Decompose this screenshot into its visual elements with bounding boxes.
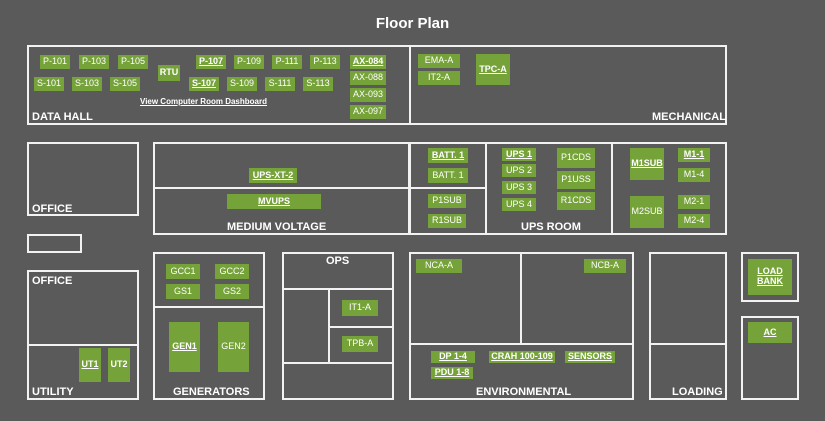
equip-s103[interactable]: S-103 <box>72 77 102 91</box>
label-office-1: OFFICE <box>32 203 73 215</box>
wall-medium-voltage-divider <box>153 187 410 189</box>
label-utility: UTILITY <box>32 386 74 398</box>
equip-dp1-4[interactable]: DP 1-4 <box>431 351 475 363</box>
wall-ops-h2 <box>329 326 393 328</box>
wall-env-v <box>520 253 522 344</box>
label-ups-room: UPS ROOM <box>521 221 581 233</box>
room-utility[interactable] <box>27 344 139 400</box>
wall-ups-c <box>611 143 613 234</box>
equip-sensors[interactable]: SENSORS <box>565 351 615 363</box>
equip-nca-a[interactable]: NCA-A <box>416 259 462 273</box>
room-load-bank[interactable] <box>741 252 799 302</box>
equip-s105[interactable]: S-105 <box>110 77 140 91</box>
equip-p1cds[interactable]: P1CDS <box>557 148 595 168</box>
room-office-1[interactable] <box>27 142 139 216</box>
equip-ax088[interactable]: AX-088 <box>350 71 386 85</box>
equip-ups4[interactable]: UPS 4 <box>502 198 536 211</box>
label-data-hall: DATA HALL <box>32 111 93 123</box>
wall-ops-h1 <box>283 288 393 290</box>
equip-mvups[interactable]: MVUPS <box>227 194 321 209</box>
equip-m1sub[interactable]: M1SUB <box>630 148 664 180</box>
equip-gcc2[interactable]: GCC2 <box>215 264 249 279</box>
equip-gs1[interactable]: GS1 <box>166 284 200 299</box>
equip-gen2[interactable]: GEN2 <box>218 322 249 372</box>
equip-m2sub[interactable]: M2SUB <box>630 196 664 228</box>
equip-gs2[interactable]: GS2 <box>215 284 249 299</box>
page-title: Floor Plan <box>375 15 450 32</box>
equip-m2-4[interactable]: M2-4 <box>678 214 710 228</box>
equip-s101[interactable]: S-101 <box>34 77 64 91</box>
wall-env-h <box>410 343 633 345</box>
equip-pdu1-8[interactable]: PDU 1-8 <box>431 367 473 379</box>
wall-generators-divider <box>154 306 264 308</box>
equip-ema-a[interactable]: EMA-A <box>418 54 460 68</box>
equip-p105[interactable]: P-105 <box>118 55 148 69</box>
wall-loading-divider <box>650 343 726 345</box>
equip-ups2[interactable]: UPS 2 <box>502 164 536 177</box>
equip-gen1[interactable]: GEN1 <box>169 322 200 372</box>
equip-it1-a[interactable]: IT1-A <box>342 300 378 316</box>
room-mechanical[interactable] <box>409 45 727 125</box>
label-medium-voltage: MEDIUM VOLTAGE <box>227 221 327 233</box>
wall-ups-a <box>410 187 487 189</box>
equip-it2-a[interactable]: IT2-A <box>418 71 460 85</box>
equip-r1cds[interactable]: R1CDS <box>557 192 595 210</box>
equip-m1-1[interactable]: M1-1 <box>678 148 710 162</box>
equip-p1uss[interactable]: P1USS <box>557 171 595 189</box>
equip-s109[interactable]: S-109 <box>227 77 257 91</box>
equip-ax093[interactable]: AX-093 <box>350 88 386 102</box>
equip-p111[interactable]: P-111 <box>272 55 302 69</box>
label-office-2: OFFICE <box>32 275 73 287</box>
label-ops: OPS <box>326 255 350 267</box>
equip-ncb-a[interactable]: NCB-A <box>584 259 626 273</box>
room-office-corridor <box>27 234 82 253</box>
equip-batt1-b[interactable]: BATT. 1 <box>428 168 468 183</box>
label-generators: GENERATORS <box>173 386 250 398</box>
equip-s113[interactable]: S-113 <box>303 77 333 91</box>
wall-ups-b <box>485 143 487 234</box>
label-loading: LOADING <box>672 386 723 398</box>
view-dashboard-link[interactable]: View Computer Room Dashboard <box>140 97 267 106</box>
equip-ups1[interactable]: UPS 1 <box>502 148 536 161</box>
equip-ac[interactable]: AC <box>748 322 792 343</box>
label-mechanical: MECHANICAL <box>652 111 726 123</box>
equip-m1-4[interactable]: M1-4 <box>678 168 710 182</box>
room-ops[interactable] <box>282 252 394 400</box>
equip-crah-100-109[interactable]: CRAH 100-109 <box>489 351 555 363</box>
room-ac[interactable] <box>741 316 799 400</box>
equip-s107[interactable]: S-107 <box>189 77 219 91</box>
wall-ops-h3 <box>283 362 393 364</box>
equip-ut2[interactable]: UT2 <box>108 348 130 382</box>
equip-m2-1[interactable]: M2-1 <box>678 195 710 209</box>
equip-s111[interactable]: S-111 <box>265 77 295 91</box>
equip-p113[interactable]: P-113 <box>310 55 340 69</box>
equip-p109[interactable]: P-109 <box>234 55 264 69</box>
equip-rtu[interactable]: RTU <box>158 65 180 81</box>
equip-p101[interactable]: P-101 <box>40 55 70 69</box>
equip-p103[interactable]: P-103 <box>79 55 109 69</box>
equip-ut1[interactable]: UT1 <box>79 348 101 382</box>
equip-ax084[interactable]: AX-084 <box>350 55 386 69</box>
equip-p107[interactable]: P-107 <box>196 55 226 69</box>
equip-batt1-a[interactable]: BATT. 1 <box>428 148 468 163</box>
equip-load-bank[interactable]: LOAD BANK <box>748 259 792 295</box>
equip-gcc1[interactable]: GCC1 <box>166 264 200 279</box>
equip-tpb-a[interactable]: TPB-A <box>342 336 378 352</box>
room-loading[interactable] <box>649 252 727 400</box>
equip-tpc-a[interactable]: TPC-A <box>476 54 510 85</box>
equip-r1sub[interactable]: R1SUB <box>428 214 466 228</box>
equip-ups3[interactable]: UPS 3 <box>502 181 536 194</box>
equip-p1sub[interactable]: P1SUB <box>428 194 466 208</box>
equip-ups-xt-2[interactable]: UPS-XT-2 <box>249 168 297 183</box>
equip-ax097[interactable]: AX-097 <box>350 105 386 119</box>
room-generators[interactable] <box>153 252 265 400</box>
label-environmental: ENVIRONMENTAL <box>476 386 572 398</box>
